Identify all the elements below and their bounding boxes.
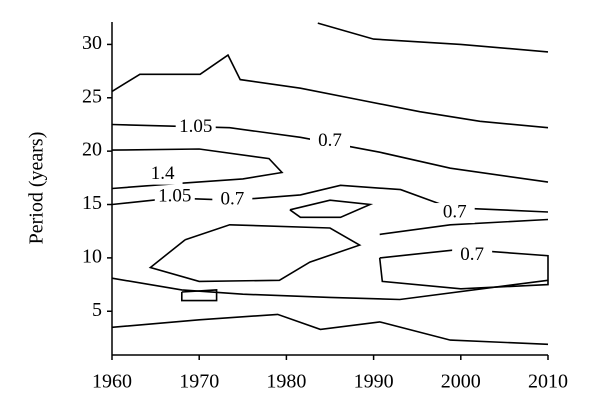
x-tick-label: 1980 — [266, 371, 306, 393]
contour-line — [111, 277, 549, 301]
y-tick-label: 5 — [92, 299, 102, 321]
contour-label-bg — [310, 131, 350, 152]
contour-label-bg — [212, 190, 253, 211]
x-tick-label: 1960 — [92, 371, 132, 393]
contour-line — [181, 289, 218, 302]
y-tick-label: 25 — [82, 85, 102, 107]
contour-label-bg — [154, 187, 195, 208]
contour-label: 0.7 — [318, 130, 342, 151]
contour-line — [111, 53, 549, 129]
contour-line — [379, 218, 549, 236]
y-tick-label: 15 — [82, 192, 102, 214]
contour-line — [317, 22, 549, 53]
contour-label: 0.7 — [460, 244, 484, 265]
contour-label: 1.05 — [179, 116, 212, 137]
contour-label: 1.05 — [158, 185, 191, 206]
contour-line — [111, 313, 549, 346]
contour-label-bg — [175, 117, 216, 138]
contour-label-bg — [142, 164, 183, 185]
contour-label-bg — [452, 245, 493, 266]
x-tick-label: 2000 — [441, 371, 481, 393]
x-tick-label: 1970 — [179, 371, 219, 393]
contour-label: 1.4 — [151, 163, 175, 184]
contour-label: 0.7 — [220, 189, 244, 210]
y-tick-label: 20 — [82, 139, 102, 161]
y-axis-label: Period (years) — [26, 132, 48, 245]
contour-line — [111, 148, 284, 190]
x-tick-label: 2010 — [528, 371, 568, 393]
contour-label-bg — [434, 203, 475, 224]
y-tick-label: 30 — [82, 32, 102, 54]
y-tick-label: 10 — [82, 245, 102, 267]
contour-line — [148, 223, 362, 283]
contour-label: 0.7 — [443, 201, 467, 222]
x-tick-label: 1990 — [354, 371, 394, 393]
contour-line — [289, 199, 374, 219]
